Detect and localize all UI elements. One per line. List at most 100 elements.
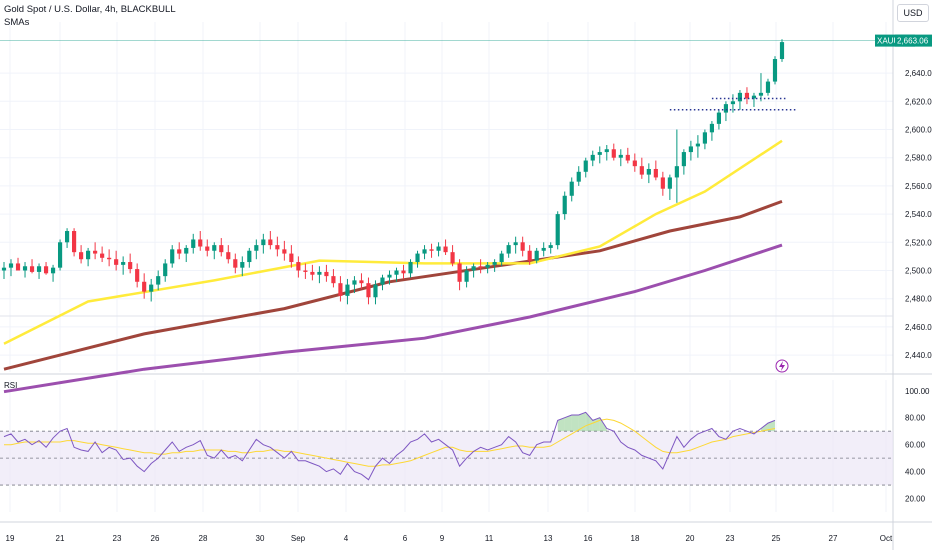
price-tick-label: 2,520.00	[905, 238, 932, 247]
candle-body	[548, 245, 553, 248]
candle-body	[15, 263, 21, 271]
candle-body	[317, 271, 322, 275]
candle-body	[93, 250, 98, 254]
x-tick-label: 23	[726, 534, 735, 543]
indicator-label[interactable]: SMAs	[4, 17, 30, 28]
last-price-label: 2,663.06	[897, 37, 929, 46]
candle-body	[611, 149, 616, 158]
candle-body	[205, 246, 210, 251]
candle-body	[401, 270, 406, 274]
candle-body	[688, 146, 693, 153]
candle-body	[639, 166, 644, 175]
candle-body	[338, 283, 343, 296]
candle-body	[541, 247, 546, 251]
candle-body	[254, 245, 259, 251]
rsi-tick-label: 40.00	[905, 468, 926, 477]
candle-body	[29, 266, 35, 272]
candle-body	[527, 250, 532, 261]
price-tick-label: 2,600.00	[905, 126, 932, 135]
rsi-tick-label: 60.00	[905, 441, 926, 450]
candle-body	[86, 250, 91, 260]
x-tick-label: 13	[544, 534, 553, 543]
candle-body	[478, 266, 483, 268]
candle-body	[737, 92, 743, 102]
candle-body	[709, 123, 714, 133]
rsi-overbought-fill	[564, 415, 572, 432]
candle-body	[282, 249, 287, 254]
price-tick-label: 2,480.00	[905, 295, 932, 304]
candle-body	[415, 253, 420, 263]
candle-body	[79, 252, 84, 260]
candle-body	[380, 277, 385, 285]
candle-body	[618, 154, 623, 158]
x-tick-label: 9	[440, 534, 445, 543]
candle-body	[779, 42, 785, 60]
candle-body	[212, 245, 217, 251]
candle-body	[373, 284, 378, 298]
last-price-tag	[895, 34, 932, 47]
candle-body	[184, 247, 189, 254]
price-tick-label: 2,440.00	[905, 351, 932, 360]
candle-body	[394, 270, 399, 275]
candle-body	[36, 266, 42, 272]
candle-body	[107, 257, 112, 260]
symbol-tag-label: XAUUSD	[877, 37, 911, 46]
x-tick-label: 6	[403, 534, 408, 543]
x-tick-label: 25	[772, 534, 781, 543]
candle-body	[765, 81, 771, 93]
candle-body	[660, 177, 665, 189]
x-tick-label: 28	[199, 534, 208, 543]
lightning-icon	[775, 359, 789, 373]
candle-body	[695, 143, 700, 147]
candle-body	[667, 177, 672, 189]
candle-body	[345, 284, 350, 296]
symbol-title: Gold Spot / U.S. Dollar, 4h, BLACKBULL	[4, 4, 176, 15]
rsi-overbought-fill	[571, 415, 579, 432]
candle-body	[534, 250, 539, 261]
candle-body	[646, 168, 651, 175]
candle-body	[191, 239, 196, 248]
rsi-tick-label: 100.00	[905, 387, 930, 396]
candle-body	[43, 266, 49, 274]
candle-body	[751, 95, 757, 99]
candle-body	[100, 253, 105, 258]
x-tick-label: 21	[56, 534, 65, 543]
candle-body	[366, 283, 371, 298]
x-tick-label: Sep	[291, 534, 306, 543]
rsi-ma-line	[4, 418, 776, 467]
candle-body	[758, 92, 764, 96]
candle-body	[226, 252, 231, 260]
candle-body	[681, 152, 686, 167]
candle-body	[457, 263, 462, 282]
candle-body	[240, 262, 245, 268]
candle-body	[485, 264, 490, 268]
candle-body	[436, 246, 441, 251]
candle-body	[576, 171, 581, 182]
candle-body	[520, 242, 525, 251]
candle-body	[604, 149, 609, 153]
rsi-overbought-fill	[585, 412, 593, 432]
candle-body	[597, 152, 602, 155]
candle-body	[177, 249, 182, 254]
candle-body	[163, 263, 168, 277]
candle-body	[296, 262, 301, 271]
rsi-tick-label: 80.00	[905, 414, 926, 423]
candle-body	[625, 154, 630, 161]
candle-body	[730, 101, 736, 105]
candle-body	[702, 132, 707, 144]
candle-body	[464, 270, 469, 282]
candle-body	[121, 262, 126, 265]
candle-body	[198, 239, 203, 247]
candle-body	[387, 274, 392, 278]
sma-slow-line	[3, 243, 783, 394]
candle-body	[632, 160, 637, 167]
candle-body	[772, 59, 778, 82]
candle-body	[744, 92, 750, 99]
currency-button[interactable]: USD	[897, 4, 929, 22]
x-tick-label: Oct	[880, 534, 893, 543]
rsi-overbought-fill	[760, 423, 768, 432]
candle-body	[247, 250, 252, 263]
candle-body	[513, 242, 518, 246]
candle-body	[429, 249, 434, 251]
candle-body	[128, 262, 133, 270]
